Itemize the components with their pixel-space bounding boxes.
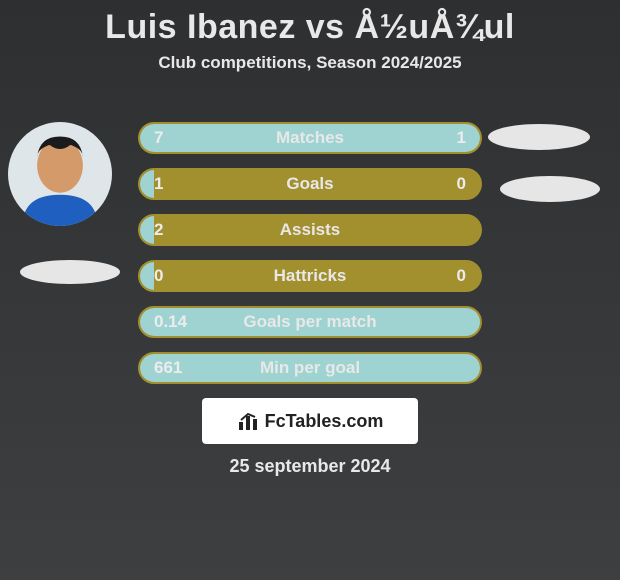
- avatar-icon: [8, 122, 112, 226]
- stat-row: 661 Min per goal: [138, 352, 482, 384]
- stat-row: 0 0 Hattricks: [138, 260, 482, 292]
- stat-row: 7 1 Matches: [138, 122, 482, 154]
- stat-metric-label: Goals per match: [243, 312, 376, 332]
- stat-fill-left: [140, 170, 154, 198]
- stat-fill-left: [140, 124, 402, 152]
- logo-text: FcTables.com: [265, 411, 384, 432]
- stat-value-left: 0.14: [154, 312, 187, 332]
- subtitle: Club competitions, Season 2024/2025: [0, 53, 620, 73]
- player-right-shadow-1: [488, 124, 590, 150]
- stat-value-left: 0: [154, 266, 163, 286]
- stat-row: 0.14 Goals per match: [138, 306, 482, 338]
- logo-chart-icon: [237, 410, 259, 432]
- stat-value-left: 661: [154, 358, 182, 378]
- stat-value-right: 1: [457, 128, 466, 148]
- stat-metric-label: Min per goal: [260, 358, 360, 378]
- stat-fill-left: [140, 216, 154, 244]
- stat-row: 2 Assists: [138, 214, 482, 246]
- stat-value-left: 7: [154, 128, 163, 148]
- stat-fill-left: [140, 262, 154, 290]
- stat-row: 1 0 Goals: [138, 168, 482, 200]
- stat-metric-label: Goals: [286, 174, 333, 194]
- site-logo: FcTables.com: [202, 398, 418, 444]
- player-right-shadow-2: [500, 176, 600, 202]
- stat-metric-label: Assists: [280, 220, 340, 240]
- stat-bars: 7 1 Matches 1 0 Goals 2 Assists 0 0 Hattricks 0.14 G…: [138, 122, 482, 398]
- player-left-shadow: [20, 260, 120, 284]
- player-left-avatar: [8, 122, 112, 226]
- stat-value-left: 2: [154, 220, 163, 240]
- stat-value-right: 0: [457, 174, 466, 194]
- stat-metric-label: Matches: [276, 128, 344, 148]
- stat-metric-label: Hattricks: [274, 266, 347, 286]
- stat-value-right: 0: [457, 266, 466, 286]
- date-label: 25 september 2024: [229, 456, 390, 477]
- page-title: Luis Ibanez vs Å½uÅ¾ul: [0, 0, 620, 47]
- stat-value-left: 1: [154, 174, 163, 194]
- infographic-root: Luis Ibanez vs Å½uÅ¾ul Club competitions…: [0, 0, 620, 580]
- stat-fill-right: [402, 124, 480, 152]
